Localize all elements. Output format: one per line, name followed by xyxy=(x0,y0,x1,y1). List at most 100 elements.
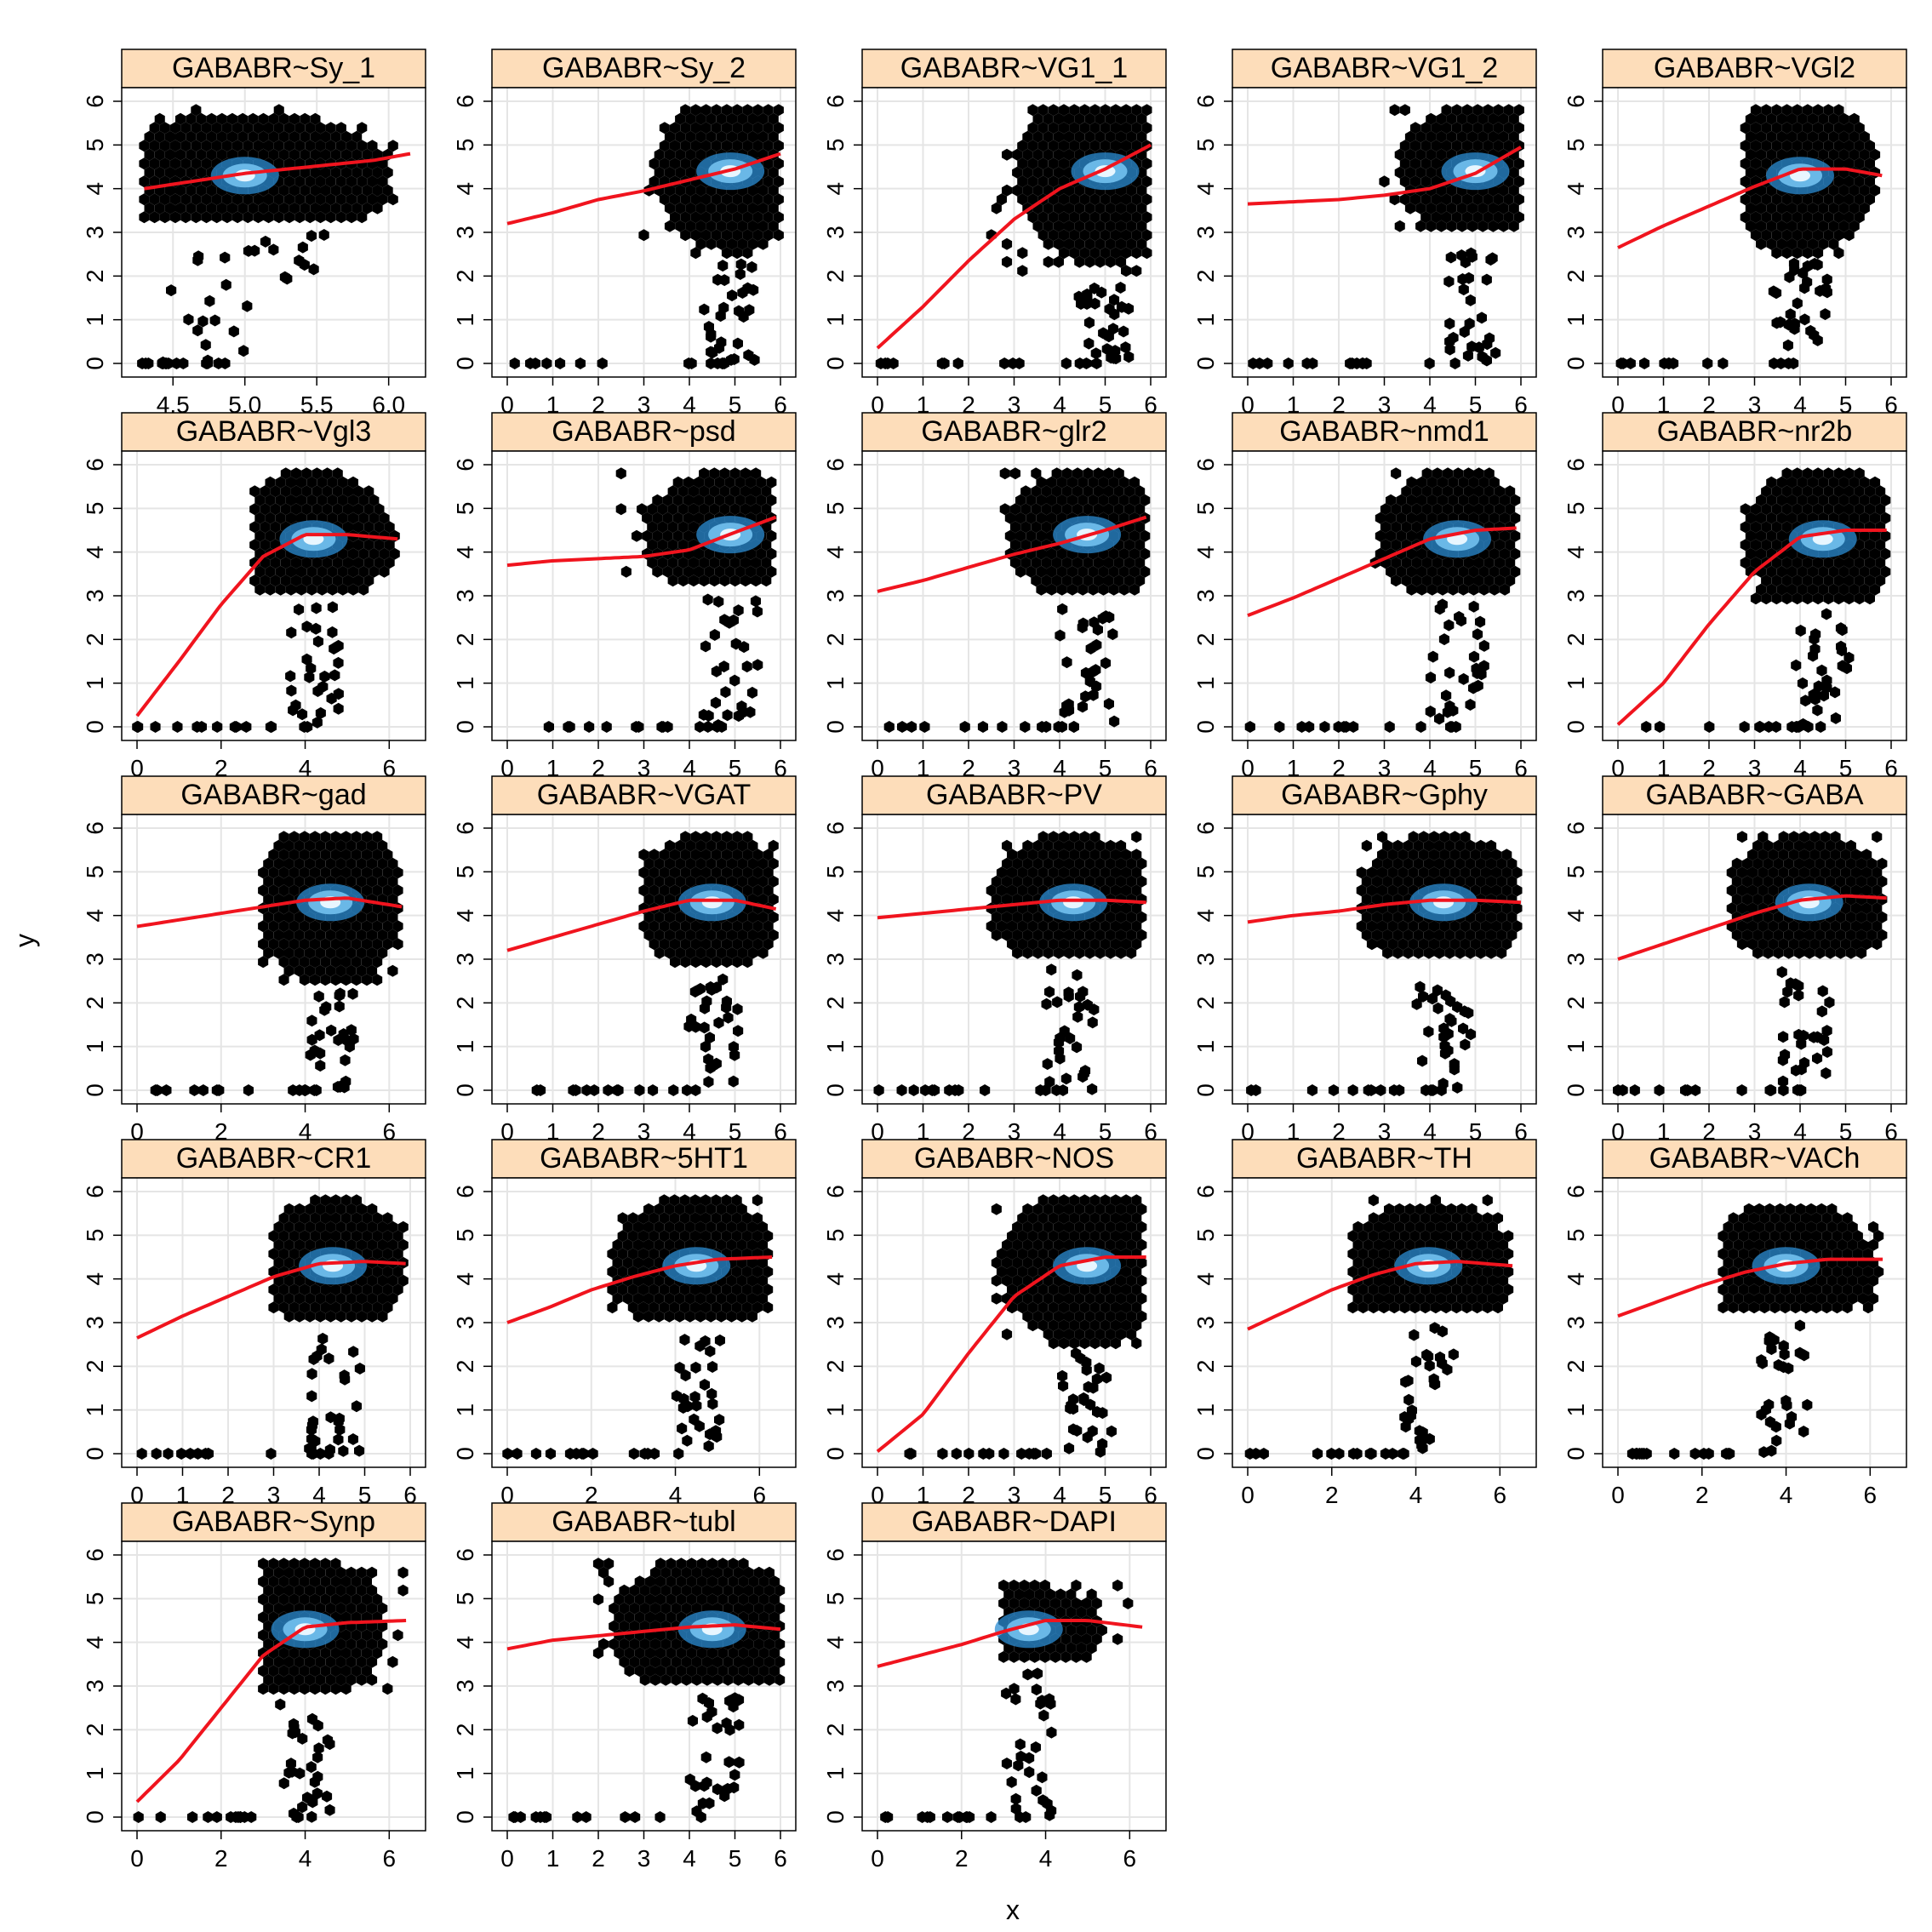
hexbin-cell xyxy=(306,476,317,489)
hexbin-cell xyxy=(721,211,732,224)
hexbin-cell xyxy=(320,184,331,197)
hexbin-cell xyxy=(1061,485,1072,498)
hexbin-cell xyxy=(729,503,740,516)
hexbin-cell xyxy=(300,112,311,125)
hexbin-cell xyxy=(683,565,694,578)
hexbin-cell xyxy=(1818,220,1829,232)
y-tick-label: 6 xyxy=(1563,94,1589,108)
hexbin-cell xyxy=(1399,157,1410,170)
hexbin-cell xyxy=(1043,148,1054,161)
y-tick-label: 3 xyxy=(82,589,108,603)
hexbin-cell xyxy=(1797,220,1808,232)
hexbin-cell xyxy=(694,512,705,524)
hexbin-cell xyxy=(1089,211,1100,224)
panel-strip xyxy=(491,49,797,89)
hexbin-cell xyxy=(296,583,307,596)
hexbin-cell xyxy=(1058,104,1070,117)
hexbin-cell xyxy=(685,112,696,125)
hexbin-cell xyxy=(301,574,312,587)
hexbin-cell xyxy=(363,574,374,587)
hexbin-cell xyxy=(1410,157,1421,170)
hexbin-cell xyxy=(273,140,284,152)
hexbin-cell xyxy=(1120,341,1131,354)
hexbin-cell xyxy=(180,140,191,152)
hexbin-cell xyxy=(1123,485,1135,498)
y-tick-label: 3 xyxy=(82,1316,108,1329)
hexbin-cell xyxy=(1802,211,1813,224)
hexbin-cell xyxy=(1838,112,1849,125)
hexbin-cell xyxy=(1849,220,1860,232)
hexbin-cell xyxy=(675,148,686,161)
hexbin-cell xyxy=(169,193,180,206)
hexbin-cell xyxy=(1813,247,1824,260)
hexbin-cell xyxy=(1108,476,1119,489)
hexbin-cell xyxy=(1802,104,1813,117)
hexbin-cell xyxy=(1095,112,1106,125)
hexbin-cell xyxy=(1027,140,1038,152)
density-core xyxy=(1063,896,1084,909)
y-tick-label: 2 xyxy=(452,633,478,647)
hexbin-cell xyxy=(374,521,385,534)
hexbin-cell xyxy=(1015,529,1026,542)
hexbin-cell xyxy=(751,557,762,569)
hexbin-cell xyxy=(1056,476,1067,489)
hexbin-cell xyxy=(1802,193,1813,206)
hexbin-cell xyxy=(1756,130,1767,143)
hexbin-cell xyxy=(268,202,279,214)
hexbin-cell xyxy=(718,301,729,314)
y-tick-label: 6 xyxy=(82,1185,108,1198)
hexbin-cell xyxy=(1436,202,1447,214)
hexbin-cell xyxy=(1451,211,1462,224)
hexbin-cell xyxy=(330,130,341,143)
hexbin-cell xyxy=(667,539,678,552)
hexbin-cell xyxy=(1041,503,1052,516)
x-tick-label: 4 xyxy=(1053,392,1066,418)
hexbin-cell xyxy=(312,557,323,569)
hexbin-cell xyxy=(711,665,722,677)
hexbin-cell xyxy=(340,166,352,179)
hexbin-cell xyxy=(206,112,217,125)
hexbin-cell xyxy=(305,122,316,134)
hexbin-cell xyxy=(201,122,212,134)
y-tick-label: 3 xyxy=(452,589,478,603)
hexbin-cell xyxy=(1451,140,1462,152)
hexbin-cell xyxy=(362,148,373,161)
hexbin-cell xyxy=(1750,122,1761,134)
hexbin-cell xyxy=(1823,229,1834,242)
hexbin-cell xyxy=(1103,557,1114,569)
hexbin-cell xyxy=(186,148,197,161)
hexbin-cell xyxy=(1745,148,1756,161)
hexbin-cell xyxy=(296,476,307,489)
hexbin-cell xyxy=(260,503,271,516)
hexbin-cell xyxy=(1041,485,1052,498)
hexbin-cell xyxy=(761,557,772,569)
hexbin-cell xyxy=(1004,512,1015,524)
hexbin-cell xyxy=(703,321,714,333)
hexbin-cell xyxy=(1424,357,1435,369)
hexbin-cell xyxy=(694,721,706,733)
hexbin-cell xyxy=(1426,202,1437,214)
hexbin-cell xyxy=(196,202,207,214)
hexbin-cell xyxy=(1379,175,1390,188)
hexbin-cell xyxy=(275,583,286,596)
hexbin-cell xyxy=(1140,547,1151,560)
hexbin-cell xyxy=(310,148,321,161)
hexbin-cell xyxy=(1702,357,1713,369)
hexbin-cell xyxy=(327,494,338,506)
hexbin-cell xyxy=(1015,494,1026,506)
hexbin-cell xyxy=(1262,357,1273,369)
hexbin-cell xyxy=(1740,140,1751,152)
hexbin-cell xyxy=(1823,104,1834,117)
hexbin-cell xyxy=(1069,229,1080,242)
hexbin-cell xyxy=(766,529,777,542)
hexbin-cell xyxy=(253,122,264,134)
hexbin-cell xyxy=(305,175,316,188)
hexbin-cell xyxy=(346,193,357,206)
hexbin-cell xyxy=(337,512,348,524)
hexbin-cell xyxy=(278,148,289,161)
hexbin-cell xyxy=(1436,148,1447,161)
hexbin-cell xyxy=(1740,211,1751,224)
hexbin-cell xyxy=(1093,503,1104,516)
hexbin-cell xyxy=(709,485,720,498)
hexbin-cell xyxy=(1079,193,1090,206)
